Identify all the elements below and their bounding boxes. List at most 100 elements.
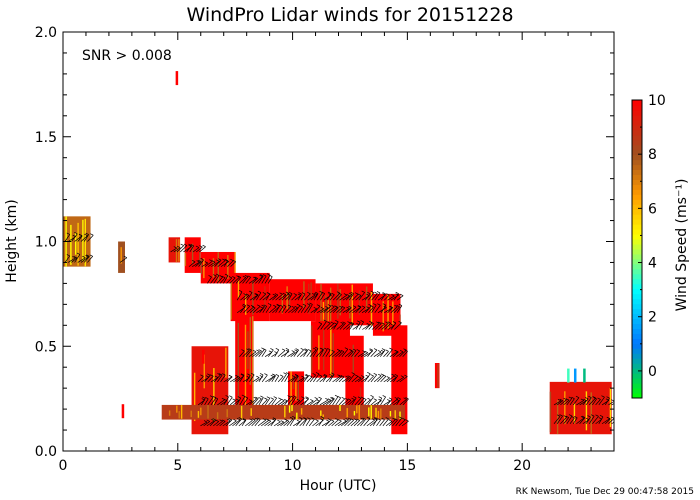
wind-barb: [338, 351, 345, 357]
wind-barb: [312, 420, 319, 427]
wind-barb: [368, 292, 375, 301]
region-strip: [389, 411, 392, 417]
wind-barb: [319, 376, 327, 383]
wind-barb: [303, 397, 309, 406]
wind-barb-flag: [292, 375, 296, 378]
wind-barb: [332, 292, 341, 301]
wind-barb-flag: [350, 321, 354, 325]
wind-barb: [256, 292, 262, 301]
x-axis-label: Hour (UTC): [300, 478, 377, 494]
wind-barb-flag: [398, 303, 403, 306]
wind-barb: [576, 417, 585, 425]
wind-barb: [226, 396, 233, 406]
wind-barb-flag: [241, 394, 245, 397]
wind-barb: [213, 421, 219, 427]
wind-barb: [265, 293, 271, 301]
wind-barb-flag: [374, 291, 378, 294]
wind-barb-flag: [209, 259, 213, 262]
colorbar-tick-label: 10: [648, 93, 666, 109]
wind-barb-flag: [402, 417, 406, 421]
region-strip: [394, 410, 396, 419]
wind-barb: [245, 277, 251, 284]
wind-barb: [229, 277, 236, 284]
region-strip: [370, 405, 372, 419]
wind-barb: [290, 375, 299, 383]
wind-barb-flag: [261, 304, 265, 307]
wind-barb: [304, 304, 311, 313]
wind-barb-flag: [345, 398, 349, 401]
wind-barb-flag: [397, 397, 401, 400]
wind-barb-flag: [219, 275, 223, 278]
wind-barb-flag: [202, 244, 206, 248]
wind-barb: [566, 415, 573, 424]
wind-barb-flag: [388, 397, 393, 400]
wind-barb: [367, 375, 374, 383]
wind-barb: [213, 275, 220, 284]
wind-barb-flag: [340, 349, 345, 353]
wind-barb: [277, 421, 284, 427]
wind-barb: [333, 321, 339, 330]
wind-barb-flag: [360, 417, 365, 421]
wind-barb: [569, 417, 575, 424]
wind-barb: [313, 305, 321, 313]
wind-barb-flag: [354, 374, 359, 377]
wind-barb: [303, 375, 310, 383]
barb-row-8: [317, 319, 402, 330]
wind-barb-flag: [373, 303, 377, 306]
region-strip: [609, 388, 612, 428]
wind-barb: [351, 397, 357, 406]
wind-barb-flag: [389, 347, 393, 350]
wind-barb: [382, 418, 389, 427]
region-strip: [240, 405, 243, 420]
wind-barb: [563, 417, 570, 424]
wind-barb-flag: [377, 418, 381, 421]
wind-barb-flag: [299, 305, 303, 308]
wind-barb-flag: [377, 373, 382, 377]
wind-barb-flag: [304, 374, 308, 377]
wind-barb-flag: [557, 398, 562, 402]
wind-barb: [579, 400, 587, 406]
wind-barb-flag: [287, 304, 292, 307]
wind-barb-flag: [173, 246, 177, 249]
wind-barb-flag: [279, 292, 283, 295]
wind-barb-flag: [251, 372, 255, 376]
region-strip: [399, 411, 401, 419]
wind-barb-flag: [304, 348, 308, 351]
wind-barb: [384, 307, 393, 314]
wind-barb-flag: [390, 323, 395, 326]
wind-barb: [195, 246, 203, 253]
colorbar-segment: [632, 229, 642, 235]
wind-barb: [332, 396, 339, 406]
wind-barb: [210, 377, 219, 383]
wind-barb: [278, 294, 287, 301]
wind-barb: [252, 377, 260, 383]
wind-barb-flag: [404, 349, 408, 352]
wind-barb-flag: [380, 349, 385, 352]
wind-barb-flag: [255, 293, 259, 296]
wind-barb: [336, 307, 343, 313]
colorbar-segment: [632, 184, 642, 190]
wind-barb: [64, 234, 71, 242]
wind-barb-flag: [256, 375, 260, 378]
wind-barb: [373, 375, 382, 383]
wind-barb-flag: [311, 417, 315, 420]
wind-barb: [325, 375, 333, 383]
wind-barb-flag: [394, 304, 398, 308]
region-strip: [322, 414, 324, 420]
wind-barb: [186, 245, 192, 253]
wind-barb: [199, 246, 206, 253]
region-strip: [250, 408, 252, 416]
wind-barb-flag: [295, 348, 299, 351]
wind-barb-flag: [398, 320, 402, 324]
wind-barb: [207, 375, 214, 383]
wind-barb: [560, 399, 567, 406]
wind-barb: [348, 306, 357, 314]
wind-barb: [213, 374, 221, 383]
colorbar-segment: [632, 144, 642, 151]
region-strip: [213, 368, 215, 422]
wind-barb: [214, 259, 222, 267]
wind-barb: [377, 375, 385, 383]
wind-barb-flag: [267, 419, 271, 422]
wind-barb: [323, 305, 332, 313]
wind-barb-flag: [357, 305, 362, 308]
